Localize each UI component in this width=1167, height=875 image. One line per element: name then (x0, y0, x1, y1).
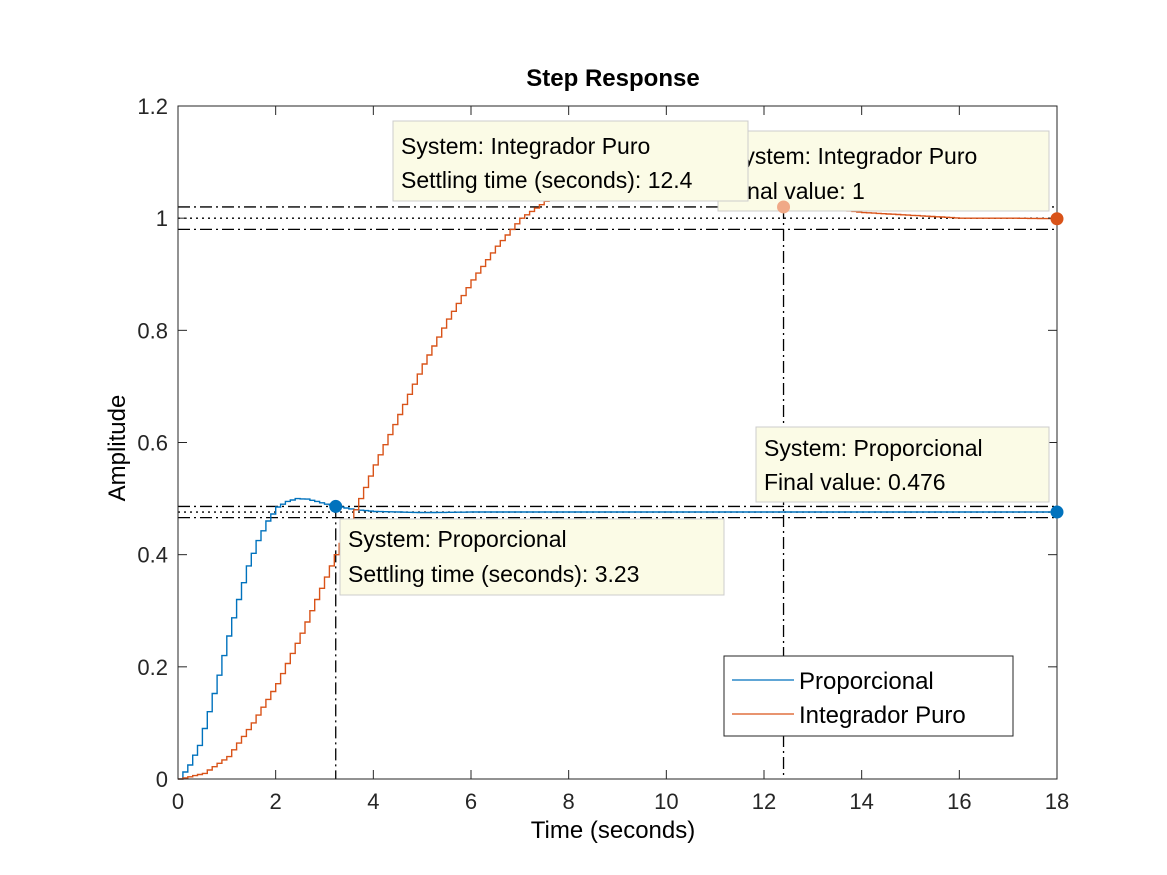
y-tick-label: 0 (156, 767, 168, 792)
chart-title: Step Response (526, 65, 699, 92)
x-tick-label: 12 (752, 789, 776, 814)
markers-layer (329, 200, 1064, 519)
datatip-marker-integrador-puro[interactable] (1050, 212, 1064, 226)
datatip-integrador-settling[interactable]: System: Integrador Puro Settling time (s… (392, 120, 749, 202)
legend-box (723, 655, 1014, 737)
datatip-proporcional-final-line1: System: Proporcional (764, 435, 983, 461)
datatip-integrador-settling-line1: System: Integrador Puro (401, 133, 650, 159)
y-tick-label: 0.8 (137, 318, 168, 343)
x-tick-label: 4 (367, 789, 379, 814)
x-tick-label: 16 (947, 789, 971, 814)
x-tick-label: 10 (654, 789, 678, 814)
datatip-proporcional-final-line2: Final value: 0.476 (764, 469, 946, 495)
datatip-proporcional-settling[interactable]: System: Proporcional Settling time (seco… (339, 518, 725, 596)
x-tick-label: 8 (563, 789, 575, 814)
datatip-integrador-final-line1: System: Integrador Puro (728, 143, 977, 169)
y-tick-label: 0.4 (137, 543, 168, 568)
ticks-layer: 0 2 4 6 8 10 12 14 16 18 0 0.2 0.4 0.6 0.8 1 1.2 (137, 94, 1069, 814)
x-tick-label: 18 (1045, 789, 1069, 814)
datatip-marker-proporcional[interactable] (329, 499, 343, 513)
datatip-integrador-settling-line2: Settling time (seconds): 12.4 (401, 167, 693, 193)
legend-label-integrador: Integrador Puro (799, 702, 966, 729)
datatip-integrador-final-line2: Final value: 1 (728, 178, 865, 204)
datatip-proporcional-settling-line2: Settling time (seconds): 3.23 (348, 561, 639, 587)
datatip-integrador-final[interactable]: System: Integrador Puro Final value: 1 (717, 130, 1050, 212)
y-axis-label: Amplitude (104, 395, 131, 502)
y-tick-label: 0.6 (137, 431, 168, 456)
datatip-proporcional-settling-line1: System: Proporcional (348, 526, 567, 552)
datatip-marker-integrador-puro[interactable] (777, 200, 791, 214)
x-axis-label: Time (seconds) (531, 817, 695, 844)
x-tick-label: 0 (172, 789, 184, 814)
datatip-marker-proporcional[interactable] (1050, 505, 1064, 519)
y-tick-label: 0.2 (137, 655, 168, 680)
series-line-proporcional (178, 497, 1057, 780)
x-tick-label: 2 (270, 789, 282, 814)
y-tick-label: 1.2 (137, 94, 168, 119)
y-tick-label: 1 (156, 206, 168, 231)
datatip-proporcional-final[interactable]: System: Proporcional Final value: 0.476 (755, 426, 1050, 503)
legend[interactable]: Proporcional Integrador Puro (723, 655, 1014, 737)
x-tick-label: 14 (849, 789, 873, 814)
legend-label-proporcional: Proporcional (799, 668, 934, 695)
x-tick-label: 6 (465, 789, 477, 814)
